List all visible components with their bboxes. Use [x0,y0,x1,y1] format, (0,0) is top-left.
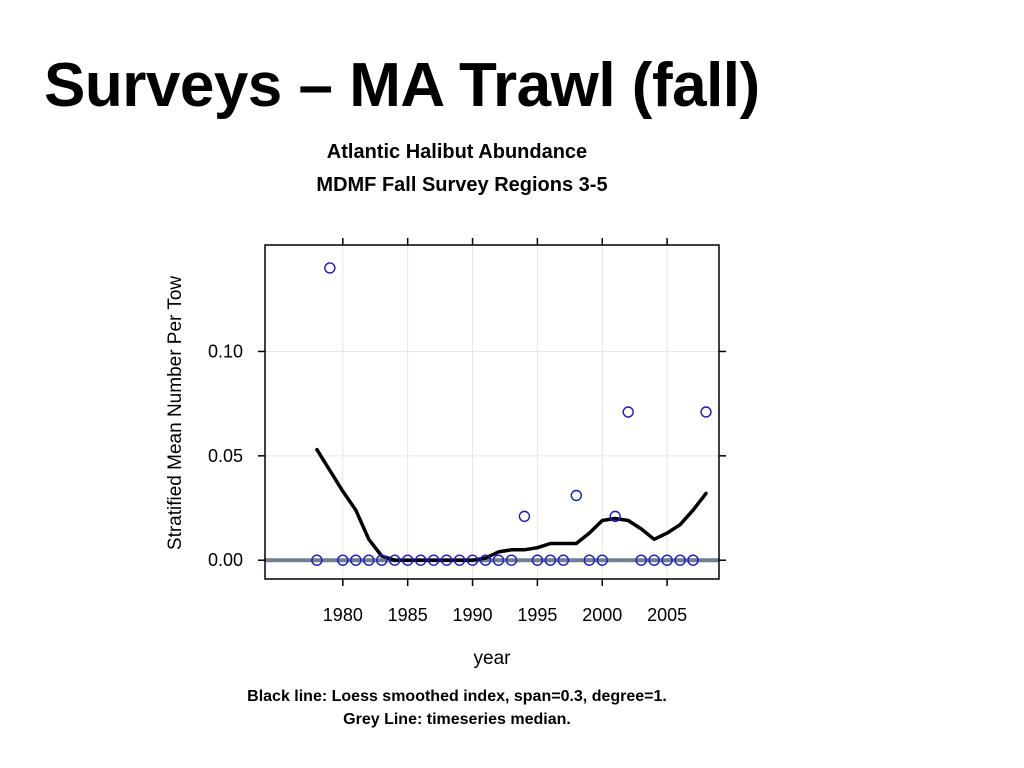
y-axis-label: Stratified Mean Number Per Tow [165,276,186,550]
grid-lines [265,245,719,579]
data-point [661,554,673,566]
data-point [324,262,336,274]
data-point [337,554,349,566]
chart-title: Atlantic Halibut Abundance [327,141,587,163]
loess-line-path [315,447,708,562]
data-point [700,406,712,418]
y-tick-label: 0.05 [208,446,243,466]
x-tick-label: 1980 [323,605,363,625]
data-point [479,554,492,566]
x-tick-label: 1990 [453,605,493,625]
data-point [440,554,453,566]
x-tick-label: 2005 [647,605,687,625]
data-point [635,554,647,566]
data-point [531,554,544,566]
x-tick-label: 2000 [582,605,622,625]
x-tick-label: 1995 [517,605,557,625]
data-point [376,554,388,566]
data-point [609,510,621,523]
x-tick-label: 1985 [388,605,428,625]
data-point [466,554,479,566]
data-point [492,554,505,566]
data-point [518,510,531,523]
caption-loess: Black line: Loess smoothed index, span=0… [247,688,667,705]
axes: 1980 1985 1990 1995 2000 2005 0.00 0.05 0.10 [208,238,726,625]
data-point [427,554,440,566]
loess-smooth-line [315,447,708,562]
data-point [648,554,660,566]
data-point [311,554,323,566]
data-point [687,554,699,566]
data-point [570,489,583,502]
data-point [453,554,466,566]
data-point [414,554,427,566]
data-point [350,554,362,566]
y-tick-label: 0.00 [208,550,243,570]
data-point [583,554,595,566]
data-point [622,406,634,418]
data-point [363,554,375,566]
data-point [544,554,557,566]
data-points [311,262,712,566]
data-point [557,554,570,566]
data-point [596,554,608,566]
chart-subtitle: MDMF Fall Survey Regions 3-5 [316,174,607,196]
slide-title: Surveys – MA Trawl (fall) [44,51,760,120]
data-point [505,554,518,566]
caption-median: Grey Line: timeseries median. [343,711,571,728]
data-point [389,554,401,566]
y-tick-label: 0.10 [208,341,243,361]
x-axis-label: year [474,648,512,669]
plot-frame [264,244,720,580]
data-point [401,554,414,566]
data-point [674,554,686,566]
